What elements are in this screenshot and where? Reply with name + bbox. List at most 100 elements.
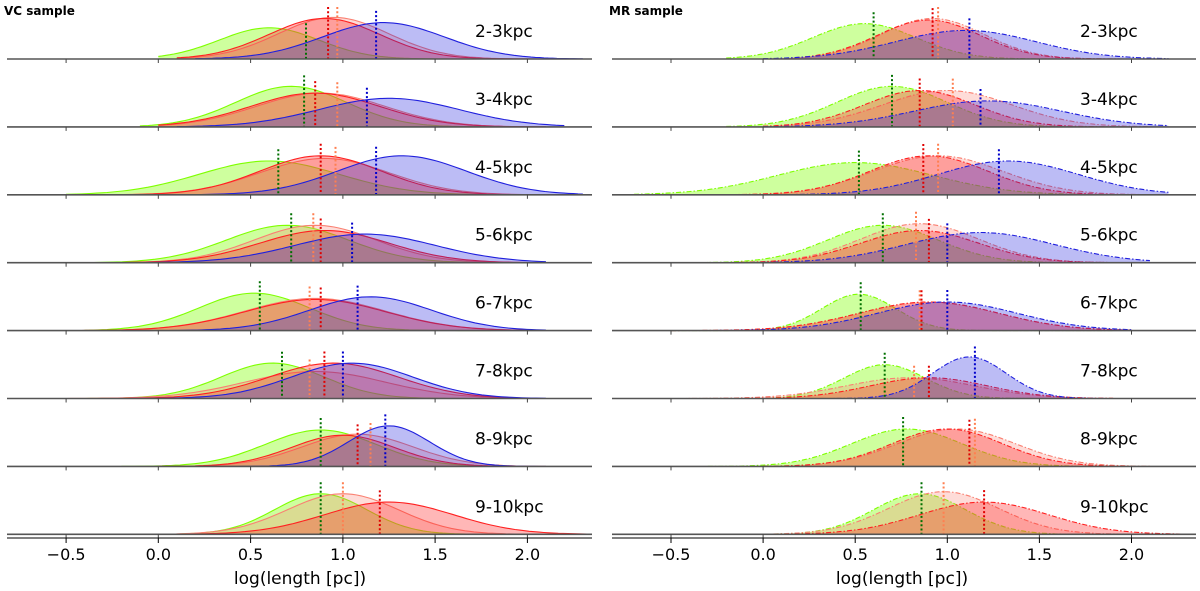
green-density-line bbox=[671, 224, 1132, 264]
row-label: 4-5kpc bbox=[1080, 158, 1138, 178]
salmon-density-area bbox=[689, 155, 1150, 195]
x-tick-label: 0.0 bbox=[146, 545, 171, 564]
x-tick-label: 0.5 bbox=[842, 545, 867, 564]
blue-density-line bbox=[121, 233, 546, 264]
red-density-line bbox=[671, 301, 1132, 332]
red-density-area bbox=[671, 377, 1114, 399]
ridge-row: 3-4kpc bbox=[612, 74, 1196, 131]
x-tick-label: 2.0 bbox=[1119, 545, 1144, 564]
blue-density-area bbox=[103, 363, 546, 399]
vc-sample-panel: VC sample 2-3kpc 3-4kpc 4-5kpc 5-6kpc 6-7kpc… bbox=[4, 4, 593, 589]
x-axis-label: log(length [pc]) bbox=[234, 569, 366, 589]
green-density-area bbox=[634, 162, 1132, 195]
ridge-row: 9-10kpc bbox=[7, 482, 593, 539]
x-tick-label: 1.5 bbox=[422, 545, 447, 564]
x-axis: −0.5 0.0 0.5 1.0 1.5 2.0 bbox=[7, 537, 592, 564]
green-density-line bbox=[84, 224, 509, 264]
green-density-area bbox=[139, 86, 509, 127]
row-label: 9-10kpc bbox=[475, 497, 544, 517]
mr-sample-panel: MR sample 2-3kpc 3-4kpc 4-5kpc 5-6kpc 6-7kpc… bbox=[609, 4, 1197, 589]
ridge-row: 2-3kpc bbox=[7, 7, 592, 63]
blue-density-line bbox=[763, 356, 1114, 400]
red-density-line bbox=[103, 229, 528, 264]
row-label: 4-5kpc bbox=[475, 158, 533, 178]
row-label: 2-3kpc bbox=[475, 22, 533, 42]
red-density-area bbox=[671, 302, 1132, 331]
salmon-density-area bbox=[763, 18, 1132, 59]
red-density-area bbox=[158, 435, 528, 467]
blue-density-line bbox=[158, 155, 583, 196]
row-label: 7-8kpc bbox=[1080, 362, 1138, 382]
ridge-row: 6-7kpc bbox=[612, 282, 1196, 335]
red-density-line bbox=[158, 92, 546, 128]
ridge-row: 6-7kpc bbox=[7, 281, 592, 335]
salmon-density-line bbox=[66, 370, 528, 400]
ridge-row: 7-8kpc bbox=[7, 351, 592, 403]
ridge-row: 8-9kpc bbox=[7, 414, 592, 471]
ridge-row: 8-9kpc bbox=[612, 417, 1196, 471]
ridge-row: 7-8kpc bbox=[612, 346, 1196, 403]
x-tick-label: 0.0 bbox=[750, 545, 775, 564]
x-tick-label: −0.5 bbox=[652, 545, 691, 564]
green-density-area bbox=[121, 430, 528, 467]
salmon-density-line bbox=[763, 17, 1132, 60]
green-density-area bbox=[726, 23, 1095, 60]
red-density-area bbox=[158, 93, 546, 127]
blue-density-line bbox=[763, 100, 1169, 128]
red-density-area bbox=[176, 18, 546, 59]
x-tick-label: −0.5 bbox=[47, 545, 86, 564]
green-density-area bbox=[707, 429, 1132, 467]
green-density-area bbox=[671, 225, 1132, 263]
red-density-line bbox=[689, 155, 1150, 196]
salmon-density-line bbox=[158, 493, 565, 535]
blue-density-area bbox=[726, 161, 1169, 195]
salmon-density-area bbox=[103, 225, 528, 263]
ridge-row: 2-3kpc bbox=[612, 7, 1196, 63]
salmon-density-area bbox=[671, 377, 1114, 399]
red-density-line bbox=[763, 428, 1132, 467]
row-label: 7-8kpc bbox=[475, 362, 533, 382]
green-density-line bbox=[66, 160, 528, 196]
salmon-density-area bbox=[763, 491, 1169, 535]
x-tick-label: 0.5 bbox=[238, 545, 263, 564]
green-density-area bbox=[158, 27, 510, 59]
ridge-row: 5-6kpc bbox=[612, 211, 1196, 267]
salmon-density-line bbox=[763, 89, 1150, 128]
blue-density-line bbox=[763, 29, 1169, 60]
blue-density-line bbox=[195, 22, 583, 60]
row-label: 3-4kpc bbox=[475, 90, 533, 110]
x-axis: −0.5 0.0 0.5 1.0 1.5 2.0 bbox=[612, 537, 1196, 564]
red-density-area bbox=[158, 502, 593, 535]
row-label: 5-6kpc bbox=[475, 226, 533, 246]
row-label: 9-10kpc bbox=[1080, 497, 1149, 517]
green-density-area bbox=[66, 161, 528, 195]
green-density-area bbox=[726, 86, 1132, 127]
blue-density-area bbox=[763, 356, 1114, 399]
red-density-area bbox=[103, 230, 528, 263]
green-density-area bbox=[84, 225, 509, 263]
red-density-line bbox=[103, 155, 546, 196]
row-label: 5-6kpc bbox=[1080, 226, 1138, 246]
blue-density-area bbox=[158, 155, 583, 195]
red-density-line bbox=[763, 501, 1197, 535]
green-density-area bbox=[66, 363, 491, 399]
ridge-row: 4-5kpc bbox=[7, 143, 592, 199]
red-density-area bbox=[763, 90, 1132, 127]
red-density-line bbox=[158, 501, 593, 535]
ridge-row: 3-4kpc bbox=[7, 75, 592, 131]
x-tick-label: 1.5 bbox=[1027, 545, 1052, 564]
ridge-row: 9-10kpc bbox=[612, 482, 1197, 539]
x-tick-label: 1.0 bbox=[330, 545, 355, 564]
salmon-density-area bbox=[671, 302, 1132, 331]
row-label: 3-4kpc bbox=[1080, 90, 1138, 110]
blue-density-area bbox=[763, 30, 1169, 59]
salmon-density-area bbox=[176, 17, 565, 59]
blue-density-line bbox=[176, 97, 565, 128]
blue-density-area bbox=[121, 296, 546, 331]
red-density-line bbox=[66, 298, 528, 332]
salmon-density-area bbox=[158, 493, 565, 535]
red-density-area bbox=[707, 230, 1132, 263]
ridge-row: 4-5kpc bbox=[612, 143, 1196, 199]
salmon-density-line bbox=[763, 491, 1169, 535]
blue-density-area bbox=[195, 425, 546, 467]
